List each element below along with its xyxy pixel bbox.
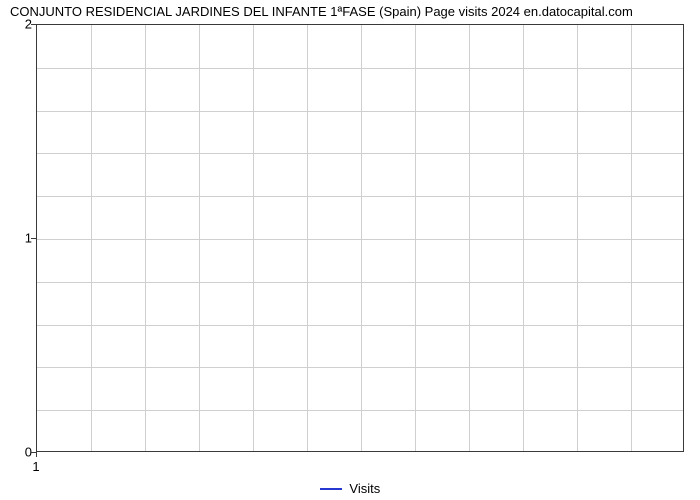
x-tick-label: 1 [32, 459, 39, 474]
grid-v [307, 25, 308, 451]
grid-v [631, 25, 632, 451]
grid-h [37, 68, 683, 69]
y-tick-mark [31, 238, 36, 239]
grid-v [199, 25, 200, 451]
y-tick-label: 2 [16, 17, 32, 32]
legend-label-visits: Visits [349, 481, 380, 496]
grid-h [37, 153, 683, 154]
grid-h [37, 196, 683, 197]
y-tick-label: 0 [16, 445, 32, 460]
grid-v [577, 25, 578, 451]
grid-h [37, 111, 683, 112]
grid-v [145, 25, 146, 451]
grid-v [253, 25, 254, 451]
legend-swatch-visits [320, 488, 342, 490]
grid-v [523, 25, 524, 451]
grid-h [37, 410, 683, 411]
grid-h [37, 282, 683, 283]
legend: Visits [0, 480, 700, 496]
grid-h [37, 325, 683, 326]
y-tick-mark [31, 24, 36, 25]
grid-h [37, 367, 683, 368]
grid-v [415, 25, 416, 451]
grid-v [91, 25, 92, 451]
grid-v [469, 25, 470, 451]
plot-area [36, 24, 684, 452]
grid-h [37, 239, 683, 240]
x-tick-mark [36, 452, 37, 457]
chart-title: CONJUNTO RESIDENCIAL JARDINES DEL INFANT… [0, 4, 700, 19]
y-tick-label: 1 [16, 231, 32, 246]
grid-v [361, 25, 362, 451]
